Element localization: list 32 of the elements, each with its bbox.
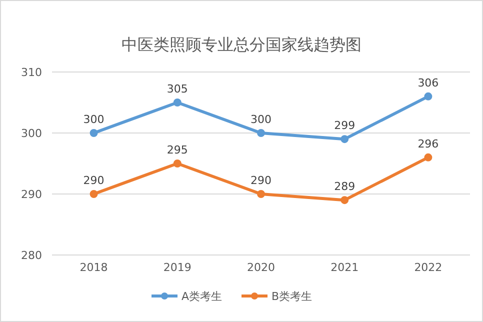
point <box>90 190 98 198</box>
legend-label: A类考生 <box>182 290 222 303</box>
data-label: 290 <box>250 174 272 187</box>
point <box>90 129 98 137</box>
data-label: 289 <box>334 180 356 194</box>
data-label: 299 <box>334 119 356 132</box>
data-label: 295 <box>166 144 188 156</box>
y-tick-label: 310 <box>21 66 42 79</box>
point <box>173 160 182 168</box>
point <box>257 129 265 137</box>
data-label: 306 <box>418 76 439 90</box>
point <box>424 153 432 162</box>
legend-label: B类考生 <box>272 290 312 303</box>
y-tick-label: 300 <box>21 127 42 140</box>
point <box>257 190 265 198</box>
point <box>340 196 349 204</box>
y-tick-label: 280 <box>21 249 42 262</box>
point <box>340 135 349 144</box>
point <box>173 98 182 106</box>
x-tick-label: 2021 <box>330 261 359 274</box>
x-tick-label: 2022 <box>414 261 442 274</box>
data-label: 300 <box>83 113 104 126</box>
chart-title: 中医类照顾专业总分国家线趋势图 <box>122 35 362 54</box>
y-tick-label: 290 <box>21 188 42 201</box>
data-label: 300 <box>250 113 272 126</box>
data-label: 305 <box>166 82 188 96</box>
data-label: 290 <box>83 174 104 187</box>
point <box>424 92 432 100</box>
data-label: 296 <box>418 137 439 150</box>
x-tick-label: 2019 <box>163 261 192 274</box>
x-tick-label: 2018 <box>80 261 108 274</box>
x-tick-label: 2020 <box>247 261 275 274</box>
